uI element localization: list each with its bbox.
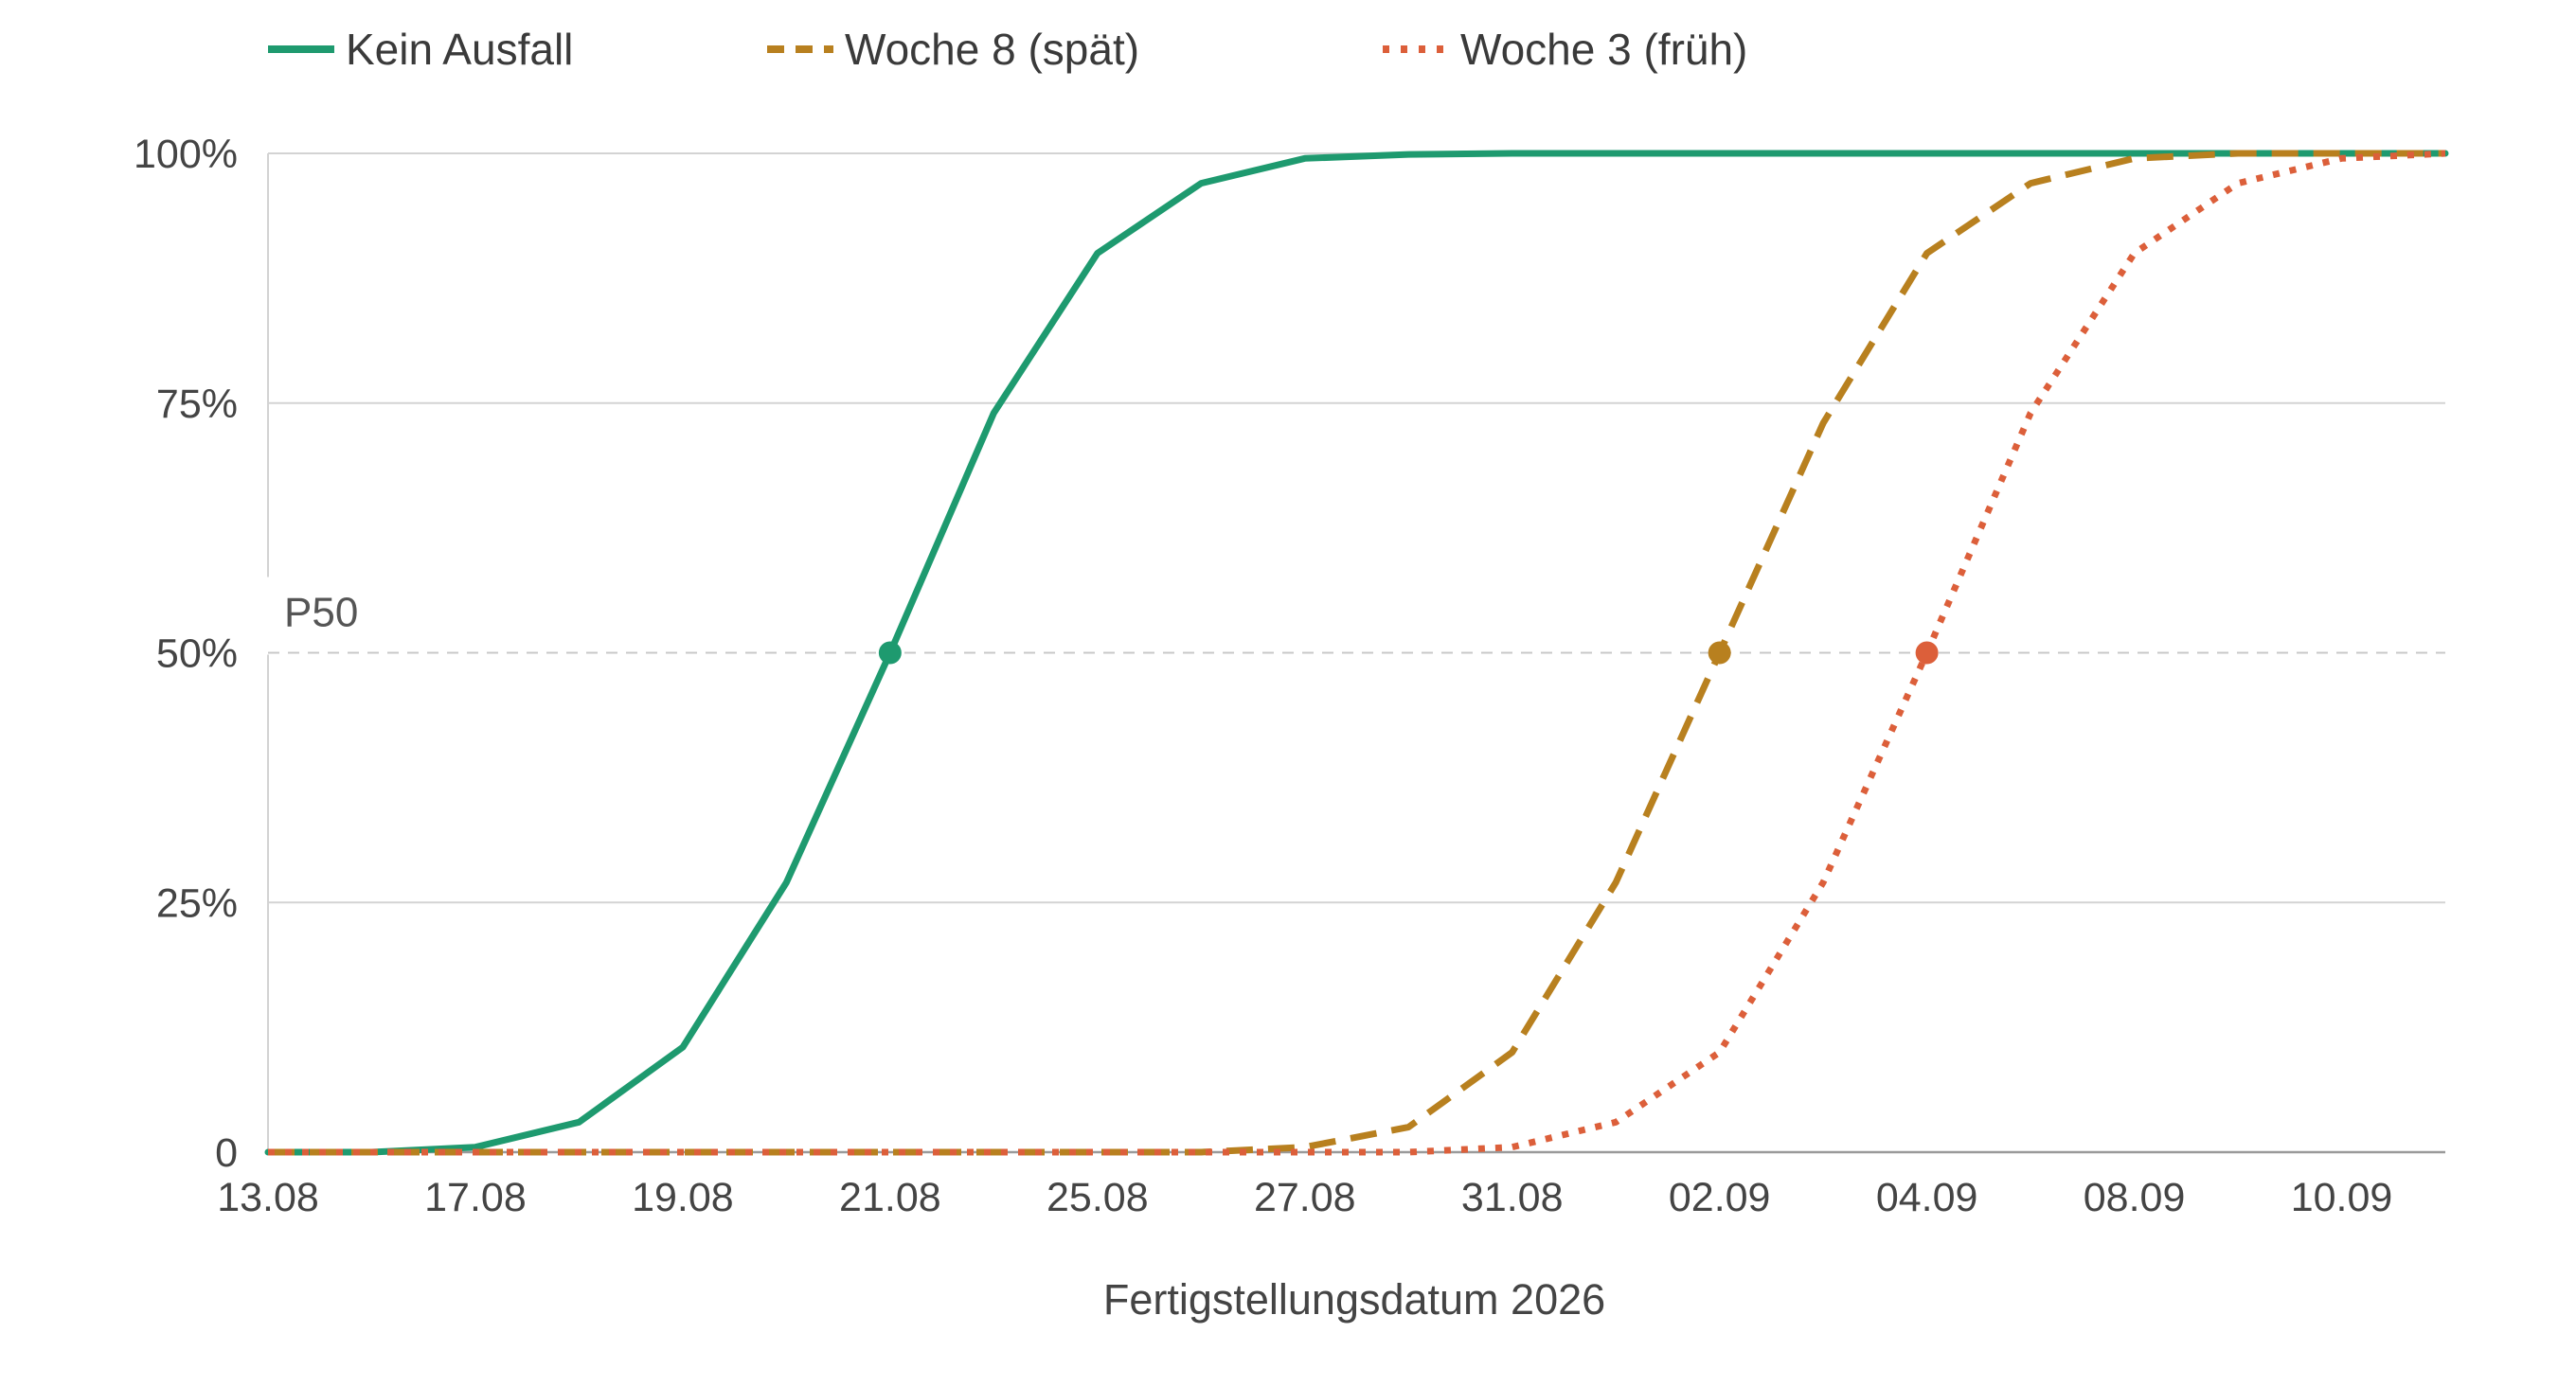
x-tick-label: 21.08 xyxy=(839,1175,941,1220)
p50-marker-1 xyxy=(878,641,902,665)
y-tick-label: 0 xyxy=(215,1130,238,1176)
p50-marker-3 xyxy=(1915,641,1939,665)
grid-layer xyxy=(267,152,2445,1154)
y-tick-label: 50% xyxy=(156,631,238,677)
x-tick-label: 19.08 xyxy=(632,1175,734,1220)
x-tick-label: 31.08 xyxy=(1461,1175,1564,1220)
y-tick-label: 75% xyxy=(156,382,238,427)
x-tick-label: 17.08 xyxy=(424,1175,527,1220)
x-tick-label: 02.09 xyxy=(1669,1175,1771,1220)
x-axis-title: Fertigstellungsdatum 2026 xyxy=(1103,1275,1605,1324)
axis-layer: 0 25% 50% 75% 100% P50 13.08 17.08 19.08 21.08 25.… xyxy=(134,132,2392,1220)
x-tick-label: 27.08 xyxy=(1254,1175,1356,1220)
y-tick-label: 100% xyxy=(134,132,238,177)
legend-label-1: Kein Ausfall xyxy=(346,25,573,74)
p50-marker-2 xyxy=(1708,641,1731,665)
legend: Kein Ausfall Woche 8 (spät) Woche 3 (früh) xyxy=(268,25,1747,74)
series-line-3 xyxy=(268,150,2446,1156)
x-tick-label: 13.08 xyxy=(217,1175,319,1220)
x-tick-label: 08.09 xyxy=(2084,1175,2186,1220)
marker-layer xyxy=(878,641,1939,665)
series-layer xyxy=(264,150,2449,1156)
x-tick-label: 04.09 xyxy=(1876,1175,1978,1220)
legend-label-2: Woche 8 (spät) xyxy=(845,25,1139,74)
y-tick-label: 25% xyxy=(156,880,238,926)
legend-label-3: Woche 3 (früh) xyxy=(1460,25,1747,74)
x-tick-label: 25.08 xyxy=(1046,1175,1149,1220)
p50-reference-label: P50 xyxy=(284,590,358,636)
series-line-1 xyxy=(264,150,2449,1156)
x-tick-label: 10.09 xyxy=(2291,1175,2393,1220)
series-line-2 xyxy=(268,150,2445,1156)
